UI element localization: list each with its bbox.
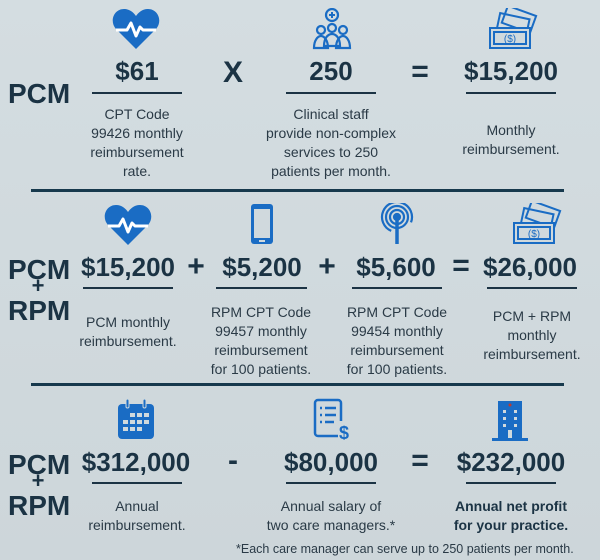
value-annual-reimbursement: $312,000 bbox=[81, 447, 191, 477]
desc-pcm-monthly: PCM monthly reimbursement. bbox=[79, 314, 177, 349]
money-icon: ($) bbox=[488, 4, 538, 50]
minus-operator: - bbox=[228, 444, 238, 477]
divider bbox=[31, 189, 564, 192]
signal-antenna-icon bbox=[380, 200, 414, 245]
desc-patient-count: Clinical staff provide non-complex servi… bbox=[266, 106, 396, 179]
row3-label-pcm: PCM bbox=[8, 449, 71, 480]
row3-label-plus: + bbox=[31, 468, 45, 493]
calendar-icon bbox=[117, 398, 155, 440]
desc-rpm-99454: RPM CPT Code 99454 monthly reimbursement… bbox=[346, 304, 448, 377]
clinical-staff-icon bbox=[312, 7, 352, 50]
value-rpm-99457: $5,200 bbox=[222, 252, 302, 282]
row2-label-pcm: PCM bbox=[8, 254, 71, 285]
underline bbox=[487, 287, 577, 289]
row1-label: PCM bbox=[8, 78, 71, 109]
equals-operator: = bbox=[452, 249, 470, 282]
value-pcm-monthly: $15,200 bbox=[81, 252, 175, 282]
equals-operator: = bbox=[411, 55, 429, 88]
desc-pcm-rate: CPT Code 99426 monthly reimbursement rat… bbox=[90, 106, 184, 179]
underline bbox=[286, 92, 376, 94]
heart-pulse-icon bbox=[104, 204, 152, 246]
svg-text:$: $ bbox=[339, 423, 349, 440]
desc-combined-monthly: PCM + RPM monthly reimbursement. bbox=[483, 308, 581, 362]
row2-label-rpm: RPM bbox=[8, 295, 71, 326]
underline bbox=[466, 92, 556, 94]
money-icon: ($) bbox=[512, 199, 562, 245]
underline bbox=[92, 92, 182, 94]
value-pcm-rate: $61 bbox=[115, 56, 159, 86]
value-monthly-pcm: $15,200 bbox=[464, 56, 558, 86]
underline bbox=[216, 287, 307, 289]
underline bbox=[83, 287, 173, 289]
value-patient-count: 250 bbox=[309, 56, 353, 86]
desc-net-profit: Annual net profit for your practice. bbox=[453, 498, 569, 533]
value-salary: $80,000 bbox=[284, 447, 378, 477]
desc-annual-reimbursement: Annual reimbursement. bbox=[88, 498, 186, 533]
value-net-profit: $232,000 bbox=[456, 447, 566, 477]
underline bbox=[352, 287, 442, 289]
underline bbox=[286, 482, 376, 484]
divider bbox=[31, 383, 564, 386]
multiply-operator: X bbox=[222, 56, 243, 89]
smartphone-icon bbox=[248, 203, 276, 245]
underline bbox=[92, 482, 182, 484]
underline bbox=[466, 482, 556, 484]
heart-pulse-icon bbox=[112, 8, 160, 50]
row2-label-plus: + bbox=[31, 273, 45, 298]
plus-operator: + bbox=[318, 250, 336, 283]
value-rpm-99454: $5,600 bbox=[356, 252, 436, 282]
row3-label-rpm: RPM bbox=[8, 490, 71, 521]
svg-text:($): ($) bbox=[504, 34, 516, 45]
svg-text:($): ($) bbox=[528, 229, 540, 240]
plus-operator: + bbox=[187, 250, 205, 283]
invoice-dollar-icon: $ bbox=[312, 398, 352, 443]
equals-operator: = bbox=[411, 444, 429, 477]
value-combined-monthly: $26,000 bbox=[483, 252, 577, 282]
desc-salary: Annual salary of two care managers.* bbox=[266, 498, 396, 533]
desc-monthly-pcm: Monthly reimbursement. bbox=[462, 122, 560, 157]
desc-rpm-99457: RPM CPT Code 99457 monthly reimbursement… bbox=[210, 304, 312, 377]
hospital-building-icon bbox=[490, 397, 530, 441]
footnote: *Each care manager can serve up to 250 p… bbox=[236, 542, 574, 556]
